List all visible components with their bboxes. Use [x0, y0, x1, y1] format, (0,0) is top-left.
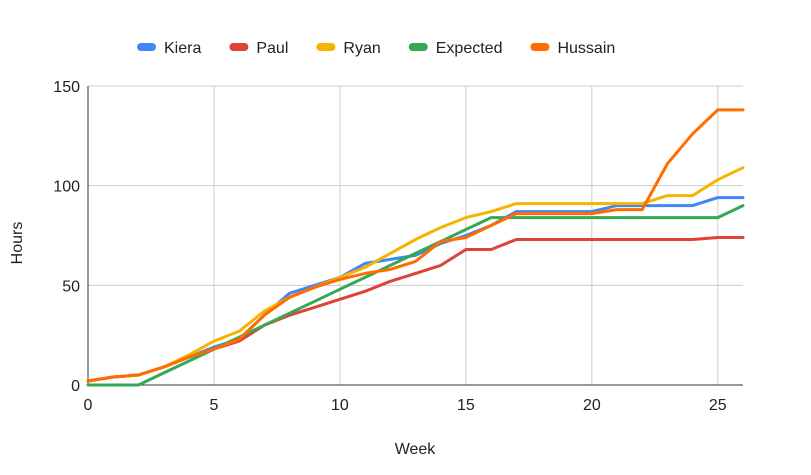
- legend-item-expected: Expected: [408, 40, 503, 57]
- legend-label: Hussain: [557, 40, 615, 57]
- axes: [87, 86, 743, 386]
- legend-swatch: [229, 43, 249, 51]
- y-axis-title: Hours: [9, 222, 26, 265]
- y-tick-label: 0: [71, 378, 80, 395]
- tick-labels: 0 50 100 150 0 5 10 15 20 25: [53, 79, 727, 414]
- legend-item-hussain: Hussain: [530, 40, 615, 57]
- series-line-ryan: [86, 166, 745, 383]
- x-tick-label: 0: [84, 397, 93, 414]
- legend-item-paul: Paul: [229, 40, 288, 57]
- y-tick-label: 100: [53, 179, 80, 196]
- x-tick-label: 20: [583, 397, 601, 414]
- legend: Kiera Paul Ryan Expected Hussain: [137, 40, 615, 57]
- y-tick-label: 50: [62, 278, 80, 295]
- y-tick-label: 150: [53, 79, 80, 96]
- series-line-expected: [86, 204, 745, 387]
- legend-item-ryan: Ryan: [316, 40, 381, 57]
- legend-label: Kiera: [164, 40, 201, 57]
- x-axis-title: Week: [395, 441, 437, 458]
- legend-swatch: [408, 43, 428, 51]
- legend-label: Expected: [436, 40, 503, 57]
- x-tick-label: 10: [331, 397, 349, 414]
- x-tick-label: 25: [709, 397, 727, 414]
- legend-swatch: [137, 43, 156, 51]
- x-tick-label: 15: [457, 397, 475, 414]
- legend-label: Ryan: [343, 40, 380, 57]
- x-tick-label: 5: [210, 397, 219, 414]
- series-line-hussain: [86, 108, 745, 383]
- series-lines: [86, 108, 745, 387]
- legend-swatch: [530, 43, 550, 51]
- gridlines: [88, 85, 743, 385]
- legend-item-kiera: Kiera: [137, 40, 201, 57]
- series-line-kiera: [86, 196, 745, 383]
- legend-label: Paul: [256, 40, 288, 57]
- legend-swatch: [316, 43, 336, 51]
